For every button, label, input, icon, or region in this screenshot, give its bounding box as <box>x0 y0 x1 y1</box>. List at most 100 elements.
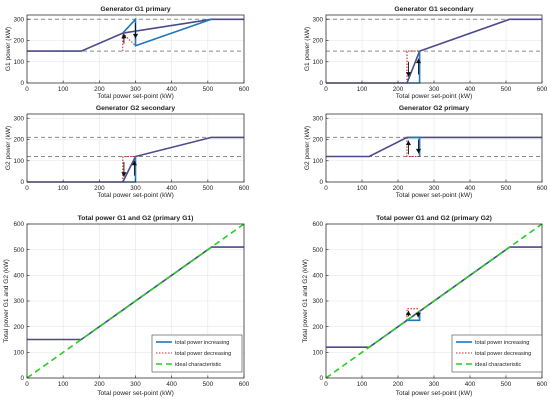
y-axis-label: G2 power (kW) <box>5 126 12 170</box>
x-tick-label: 400 <box>465 381 476 388</box>
x-tick-label: 300 <box>130 185 141 192</box>
x-tick-label: 600 <box>537 185 548 192</box>
arrow-head <box>415 58 422 64</box>
y-tick-label: 100 <box>312 158 323 165</box>
legend-label: ideal characteristic <box>475 362 522 368</box>
y-tick-label: 300 <box>13 298 24 305</box>
arrow-head <box>121 172 127 177</box>
x-tick-label: 100 <box>58 381 69 388</box>
y-tick-label: 400 <box>13 273 24 280</box>
x-tick-label: 300 <box>130 381 141 388</box>
chart-panel-6: 0 100 200 300 400 500 600 0 100 200 300 400 500 600 To… <box>302 215 548 397</box>
chart-title: Generator G1 primary <box>100 6 170 13</box>
legend: total power increasing total power decrea… <box>151 334 243 373</box>
arrow-head <box>405 310 412 316</box>
y-tick-label: 100 <box>13 350 24 357</box>
x-axis-label: Total power set-point (kW) <box>396 93 473 100</box>
chart-panel-4: 0 100 200 300 400 500 600 0 100 200 300 Generator G… <box>304 105 548 199</box>
y-tick-label: 0 <box>20 179 24 186</box>
y-tick-label: 300 <box>13 115 24 122</box>
arrow-head <box>132 33 139 39</box>
x-tick-label: 400 <box>166 86 177 93</box>
x-axis-label: Total power set-point (kW) <box>396 390 473 397</box>
x-tick-label: 600 <box>239 185 250 192</box>
x-tick-label: 600 <box>537 86 548 93</box>
arrow-head <box>415 148 422 154</box>
y-tick-label: 200 <box>13 137 24 144</box>
series-line-combined <box>326 246 542 349</box>
chart-panel-5: 0 100 200 300 400 500 600 0 100 200 300 400 500 600 To… <box>3 215 250 397</box>
y-tick-label: 200 <box>312 137 323 144</box>
chart-panel-3: 0 100 200 300 400 500 600 0 100 200 300 Generator G… <box>5 105 250 199</box>
y-tick-label: 300 <box>312 16 323 23</box>
y-tick-label: 600 <box>13 221 24 228</box>
y-tick-label: 200 <box>312 38 323 45</box>
x-tick-label: 0 <box>25 381 29 388</box>
x-tick-label: 100 <box>357 381 368 388</box>
y-tick-label: 200 <box>13 38 24 45</box>
x-tick-label: 200 <box>393 381 404 388</box>
y-tick-label: 300 <box>312 115 323 122</box>
y-tick-label: 100 <box>312 59 323 66</box>
x-tick-label: 400 <box>166 185 177 192</box>
x-tick-label: 0 <box>324 86 328 93</box>
series-line-combined <box>27 246 244 341</box>
x-tick-label: 500 <box>203 381 214 388</box>
arrow-head <box>405 140 412 146</box>
y-axis-label: Total power G1 and G2 (kW) <box>3 259 10 343</box>
arrow-head <box>415 312 421 318</box>
y-tick-label: 0 <box>319 80 323 87</box>
legend-label: ideal characteristic <box>175 362 222 368</box>
y-tick-label: 0 <box>20 80 24 87</box>
series-line-ideal <box>26 223 245 379</box>
y-tick-label: 400 <box>312 273 323 280</box>
x-tick-label: 0 <box>25 185 29 192</box>
arrow-head <box>131 160 138 166</box>
x-tick-label: 300 <box>429 185 440 192</box>
x-tick-label: 300 <box>429 381 440 388</box>
legend-box <box>151 334 243 373</box>
x-tick-label: 500 <box>203 185 214 192</box>
legend-label: total power decreasing <box>475 351 531 357</box>
x-tick-label: 600 <box>537 381 548 388</box>
x-tick-label: 0 <box>324 185 328 192</box>
x-tick-label: 400 <box>166 381 177 388</box>
arrow-head <box>121 33 127 39</box>
legend-label: total power increasing <box>175 340 229 346</box>
y-tick-label: 500 <box>13 247 24 254</box>
y-tick-label: 100 <box>13 158 24 165</box>
x-tick-label: 100 <box>58 86 69 93</box>
x-tick-label: 200 <box>393 86 404 93</box>
x-tick-label: 500 <box>501 86 512 93</box>
y-axis-label: G1 power (kW) <box>5 27 12 71</box>
x-axis-label: Total power set-point (kW) <box>97 93 174 100</box>
chart-panel-2: 0 100 200 300 400 500 600 0 100 200 300 Generator G… <box>304 6 548 100</box>
x-tick-label: 100 <box>357 185 368 192</box>
x-tick-label: 500 <box>501 185 512 192</box>
series-line-decreasing <box>406 50 420 83</box>
chart-title: Total power G1 and G2 (primary G2) <box>376 215 492 222</box>
legend-label: total power decreasing <box>175 351 231 357</box>
chart-title: Generator G2 primary <box>399 105 469 112</box>
x-tick-label: 200 <box>94 381 105 388</box>
x-tick-label: 100 <box>357 86 368 93</box>
x-axis-label: Total power set-point (kW) <box>97 192 174 199</box>
y-axis-label: Total power G1 and G2 (kW) <box>302 259 309 343</box>
x-tick-label: 200 <box>393 185 404 192</box>
chart-title: Generator G2 secondary <box>96 105 176 112</box>
y-tick-label: 600 <box>312 221 323 228</box>
x-tick-label: 300 <box>429 86 440 93</box>
chart-title: Generator G1 secondary <box>394 6 474 13</box>
x-tick-label: 600 <box>239 381 250 388</box>
chart-title: Total power G1 and G2 (primary G1) <box>78 215 194 222</box>
chart-panel-1: 0 100 200 300 400 500 600 0 100 200 300 Generator G… <box>5 6 250 100</box>
series-line-ideal <box>325 223 543 379</box>
x-tick-label: 200 <box>94 185 105 192</box>
x-tick-label: 600 <box>239 86 250 93</box>
y-tick-label: 100 <box>13 59 24 66</box>
legend-label: total power increasing <box>475 340 529 346</box>
x-axis-label: Total power set-point (kW) <box>97 390 174 397</box>
legend: total power increasing total power decrea… <box>451 334 543 373</box>
y-tick-label: 200 <box>312 324 323 331</box>
